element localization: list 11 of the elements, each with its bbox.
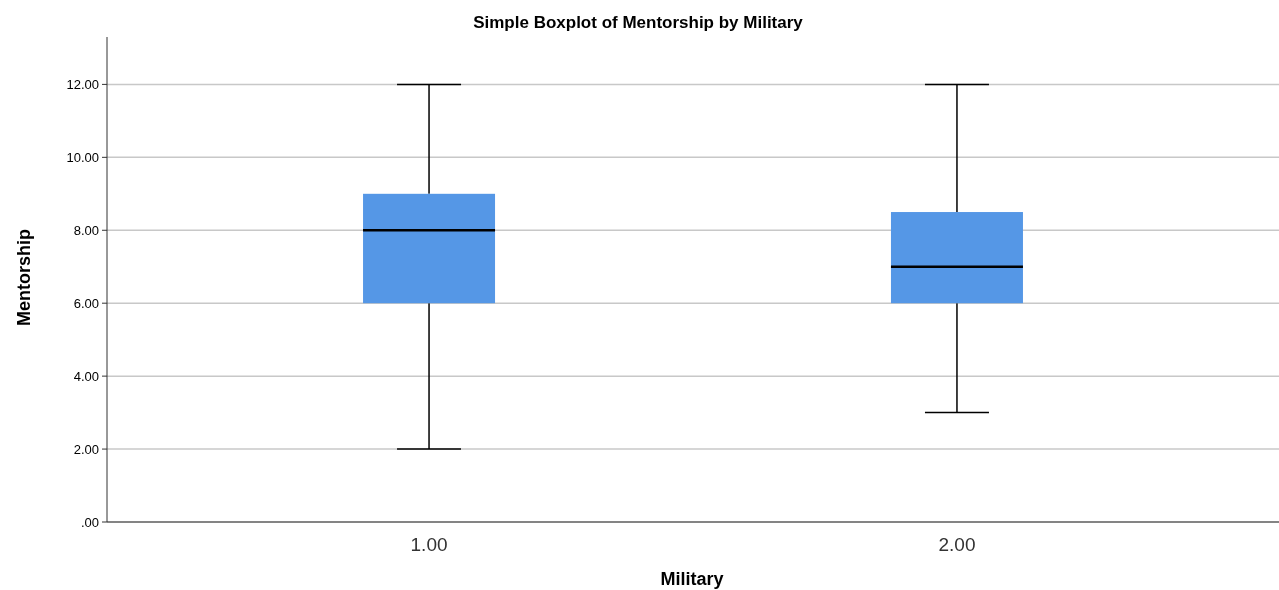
y-tick-label: .00 xyxy=(80,514,99,530)
chart-title: Simple Boxplot of Mentorship by Military xyxy=(473,13,804,32)
y-tick-label: 2.00 xyxy=(73,441,99,457)
y-axis-title: Mentorship xyxy=(14,229,34,326)
y-tick-label: 12.00 xyxy=(66,76,99,92)
y-tick-label: 6.00 xyxy=(73,295,99,311)
y-tick-label: 10.00 xyxy=(66,149,99,165)
x-tick-label: 1.00 xyxy=(410,534,448,555)
y-tick-label: 8.00 xyxy=(73,222,99,238)
y-tick-label: 4.00 xyxy=(73,368,99,384)
x-axis-title: Military xyxy=(660,569,724,589)
